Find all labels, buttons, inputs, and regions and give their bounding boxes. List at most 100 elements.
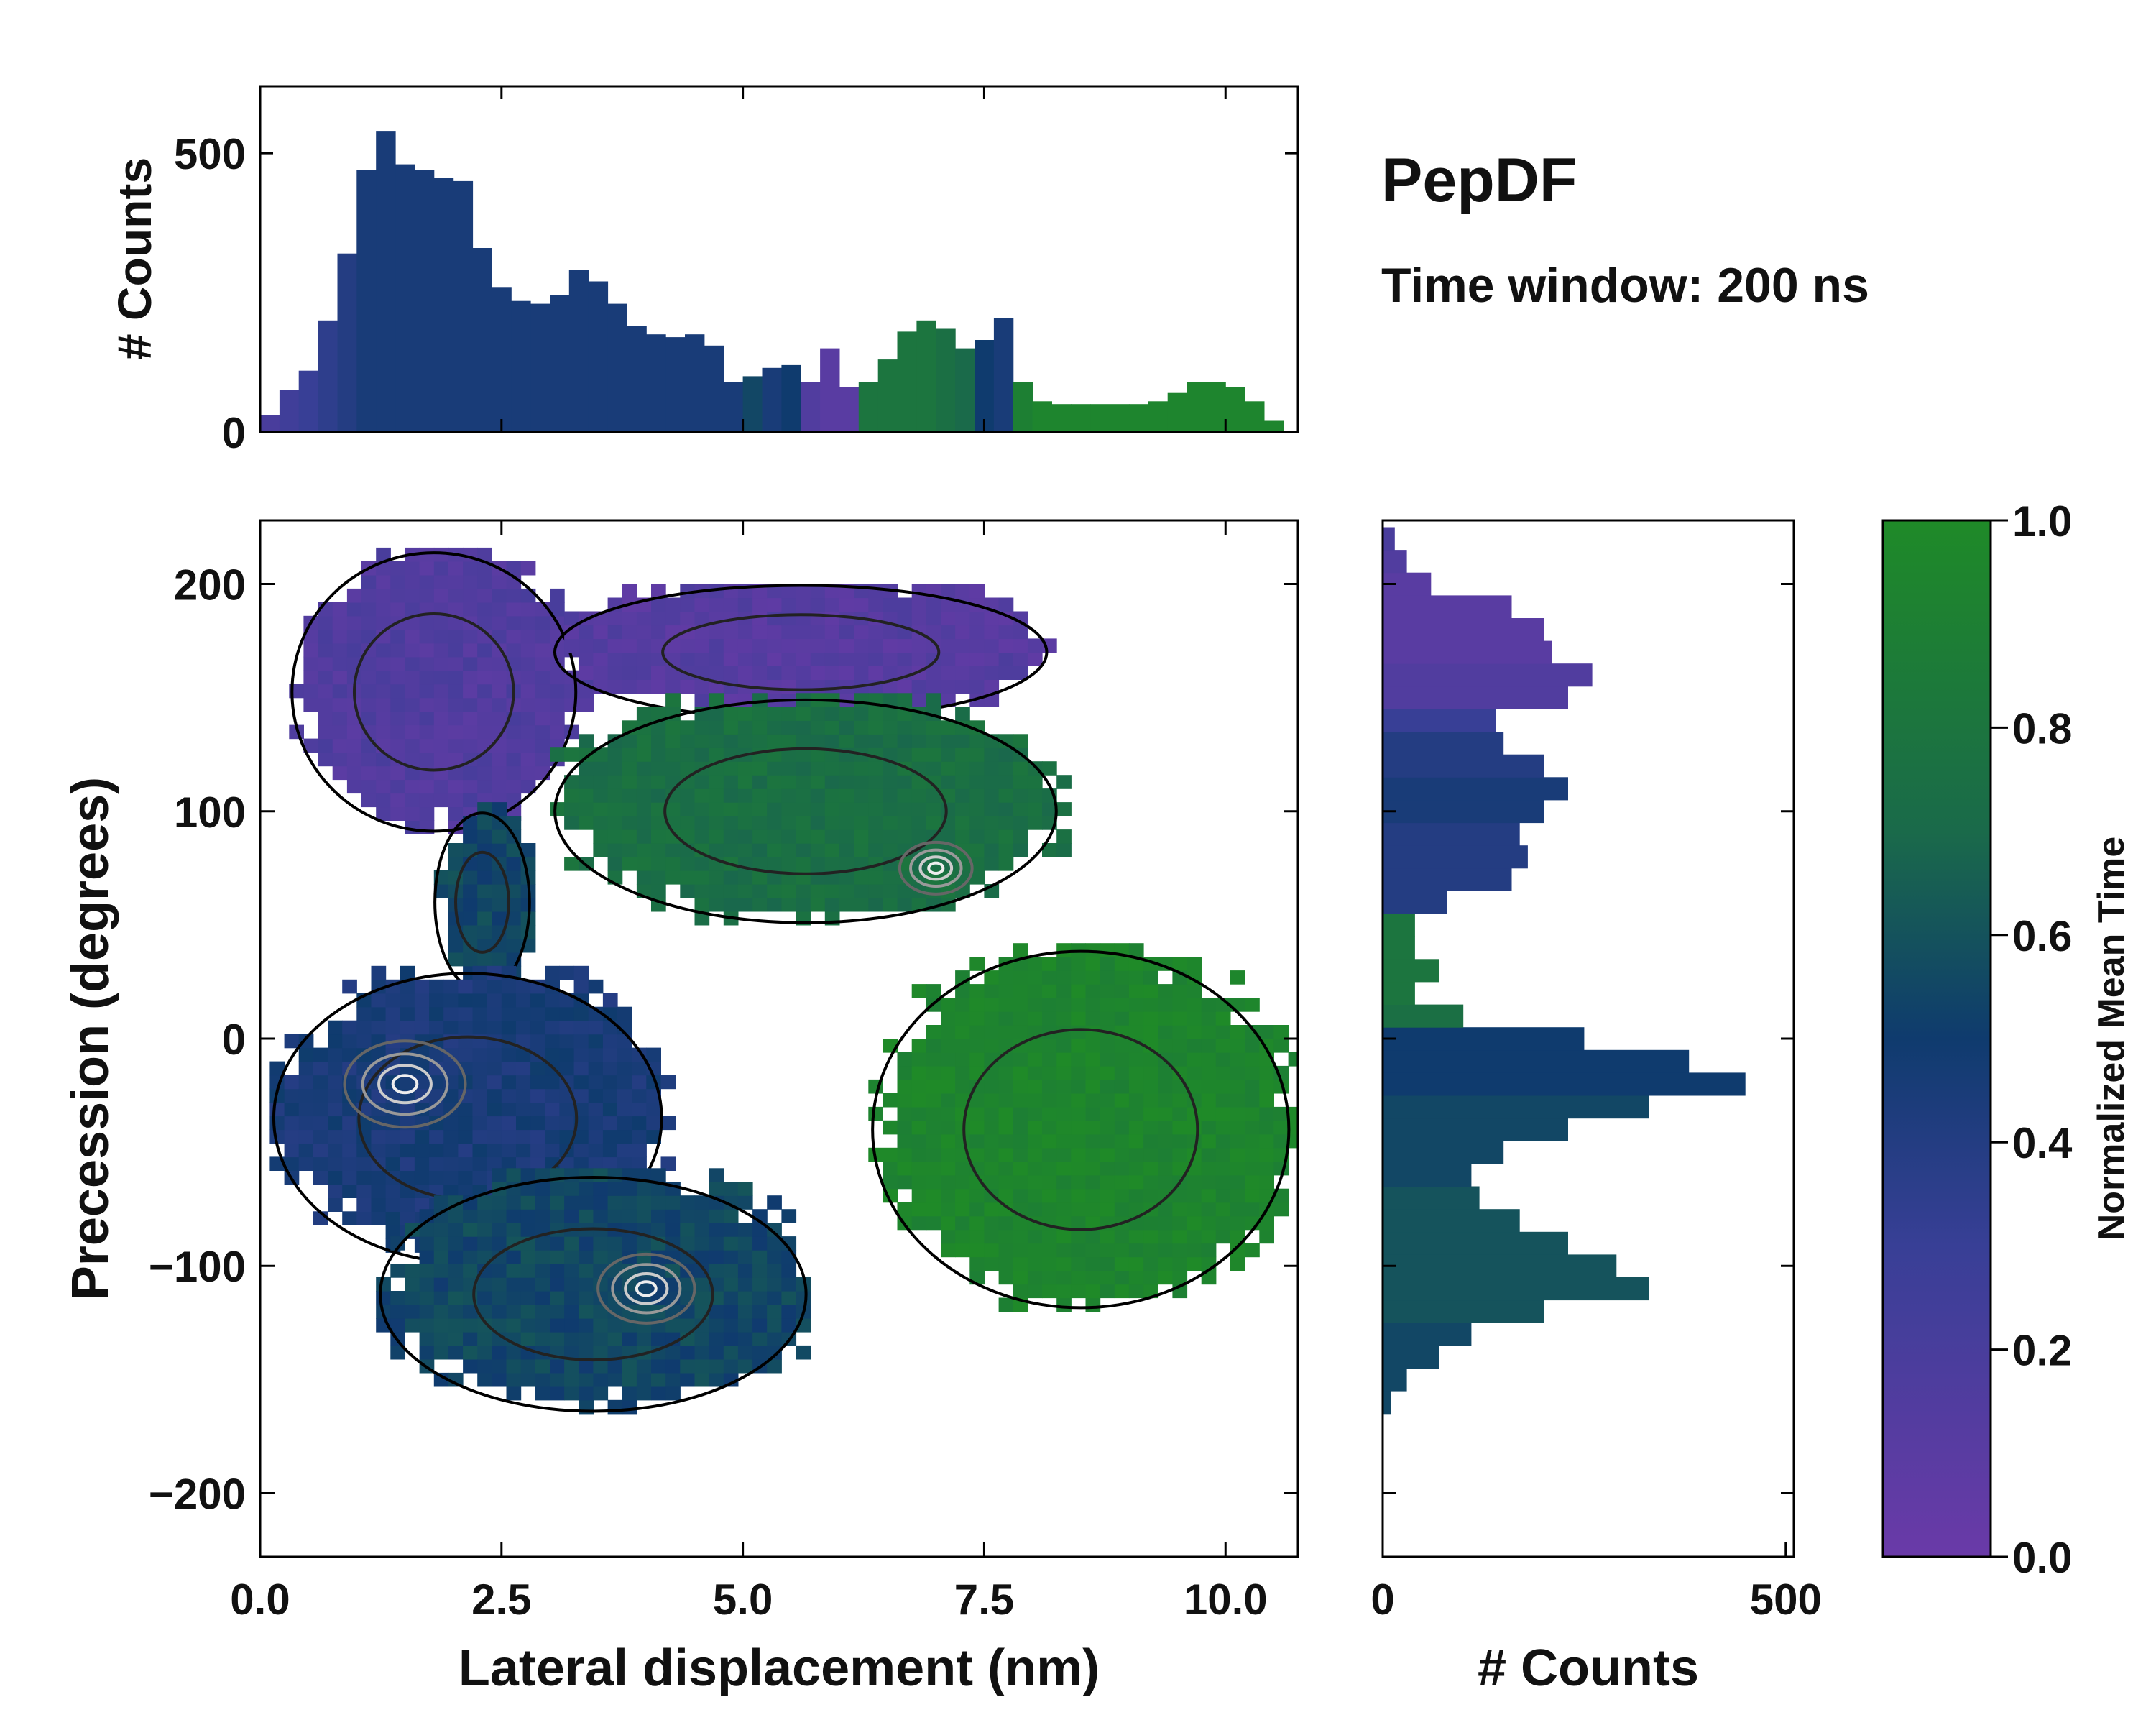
heatmap-cell: [709, 775, 724, 789]
heatmap-cell: [941, 666, 956, 680]
heatmap-cell: [660, 1156, 676, 1171]
heatmap-cell: [911, 638, 927, 653]
heatmap-cell: [911, 1188, 927, 1203]
main-heatmap-xlabel: Lateral displacement (nm): [459, 1639, 1100, 1697]
heatmap-cell: [622, 1386, 637, 1401]
heatmap-cell: [1128, 1202, 1144, 1217]
heatmap-cell: [665, 829, 681, 844]
heatmap-cell: [390, 697, 405, 712]
heatmap-cell: [545, 1102, 560, 1117]
right-histogram-bar: [1383, 732, 1504, 755]
heatmap-cell: [839, 775, 854, 789]
heatmap-cell: [998, 1215, 1014, 1230]
heatmap-cell: [448, 779, 464, 794]
heatmap-cell: [1114, 1106, 1130, 1121]
heatmap-cell: [607, 638, 623, 653]
heatmap-cell: [356, 1156, 372, 1171]
heatmap-cell: [883, 802, 898, 816]
heatmap-cell: [1027, 998, 1043, 1012]
heatmap-cell: [520, 1264, 536, 1278]
heatmap-cell: [405, 588, 420, 603]
heatmap-cell: [332, 656, 348, 671]
heatmap-cell: [1085, 998, 1101, 1012]
heatmap-cell: [694, 802, 710, 816]
colorbar-tick-label: 0.4: [2012, 1119, 2073, 1167]
heatmap-cell: [969, 679, 985, 694]
heatmap-cell: [1056, 1065, 1072, 1080]
heatmap-cell: [520, 843, 536, 857]
heatmap-cell: [433, 1291, 449, 1305]
heatmap-cell: [535, 1209, 550, 1223]
heatmap-cell: [781, 761, 797, 776]
heatmap-cell: [998, 761, 1014, 776]
heatmap-cell: [911, 748, 927, 762]
heatmap-cell: [868, 652, 883, 666]
heatmap-cell: [298, 1102, 314, 1117]
heatmap-cell: [1259, 1147, 1274, 1162]
heatmap-cell: [651, 802, 666, 816]
heatmap-cell: [564, 1209, 579, 1223]
heatmap-peak-contour: [918, 855, 954, 881]
heatmap-cell: [651, 870, 666, 885]
heatmap-cell: [448, 1264, 464, 1278]
heatmap-cell: [463, 670, 478, 685]
heatmap-cell: [303, 656, 319, 671]
heatmap-peak-contour: [391, 1074, 419, 1095]
heatmap-cell: [955, 761, 970, 776]
top-histogram-bar: [742, 376, 763, 432]
heatmap-cell: [1100, 1188, 1115, 1203]
heatmap-cell: [477, 938, 492, 953]
heatmap-cell: [1056, 1025, 1072, 1039]
heatmap-cell: [1201, 1202, 1217, 1217]
heatmap-cell: [1143, 1188, 1158, 1203]
heatmap-cell: [579, 748, 594, 762]
heatmap-cell: [487, 1156, 502, 1171]
heatmap-cell: [709, 1318, 724, 1333]
heatmap-cell: [883, 816, 898, 830]
heatmap-cell: [346, 629, 362, 644]
heatmap-cell: [458, 979, 474, 994]
heatmap-peak: [343, 1039, 467, 1129]
heatmap-cell: [709, 1345, 724, 1360]
heatmap-cell: [1114, 1161, 1130, 1176]
heatmap-cell: [419, 1345, 435, 1360]
heatmap-cell: [709, 584, 724, 599]
heatmap-cell: [709, 802, 724, 816]
heatmap-boundary-contour: [553, 698, 1058, 924]
heatmap-cell: [824, 884, 840, 898]
heatmap-cell: [390, 684, 405, 699]
heatmap-cell: [1071, 984, 1086, 998]
heatmap-cell: [883, 1174, 898, 1190]
heatmap-cell: [356, 1143, 372, 1158]
heatmap-cell: [632, 1088, 647, 1103]
heatmap-cell: [607, 1236, 623, 1251]
heatmap-cell: [448, 602, 464, 617]
heatmap-cell: [559, 1116, 575, 1131]
heatmap-cell: [984, 843, 1000, 857]
heatmap-cell: [632, 1129, 647, 1144]
heatmap-cell: [1042, 1270, 1057, 1285]
heatmap-cell: [680, 652, 695, 666]
heatmap-cell: [839, 829, 854, 844]
heatmap-cell: [463, 602, 478, 617]
heatmap-cell: [680, 788, 695, 803]
heatmap-cell: [781, 843, 797, 857]
heatmap-cell: [694, 1209, 710, 1223]
heatmap-cell: [433, 1209, 449, 1223]
heatmap-cell: [1100, 1256, 1115, 1271]
heatmap-cell: [737, 1250, 753, 1264]
top-histogram-bar: [801, 382, 821, 432]
heatmap-cell: [385, 1156, 401, 1171]
heatmap-peak-contour: [898, 840, 974, 896]
top-histogram-bars: [260, 131, 1284, 433]
heatmap-cell: [632, 1156, 647, 1171]
heatmap-cell: [506, 1168, 522, 1182]
heatmap-cell: [680, 1277, 695, 1292]
heatmap-cell: [984, 1106, 1000, 1121]
heatmap-cell: [737, 666, 753, 680]
right-histogram-bar: [1383, 981, 1415, 1005]
heatmap-cell: [419, 738, 435, 753]
heatmap-cell: [984, 666, 1000, 680]
heatmap-cell: [622, 1358, 637, 1374]
heatmap-cell: [458, 993, 474, 1008]
